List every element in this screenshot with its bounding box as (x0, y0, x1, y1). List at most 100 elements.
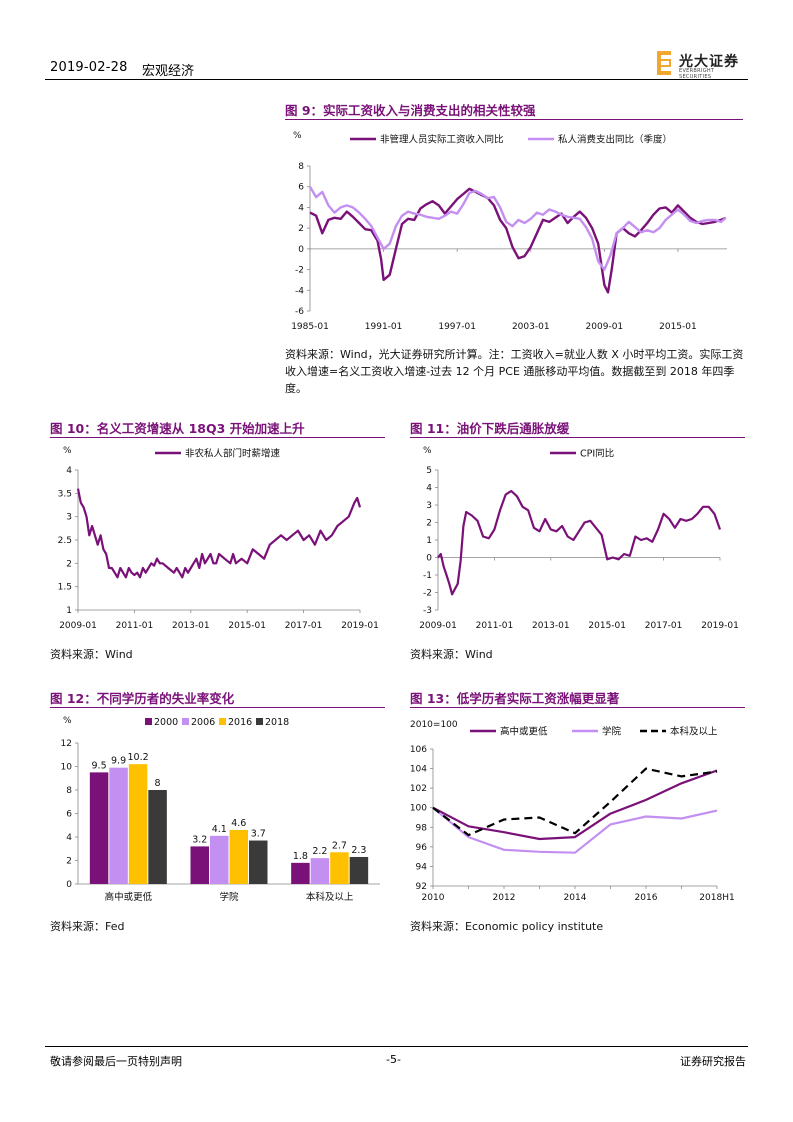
legend-swatch-3 (256, 718, 263, 725)
bar-0-0 (89, 772, 109, 884)
x-tick-label: 2015-01 (228, 621, 266, 631)
x-tick-label: 2015-01 (588, 621, 626, 631)
series-line-2 (432, 767, 718, 837)
y-tick-label: 12 (61, 739, 72, 749)
x-tick-label: 2009-01 (419, 621, 457, 631)
bar-value-label: 3.7 (251, 829, 266, 840)
series-line-0 (432, 769, 718, 841)
report-category: 宏观经济 (142, 64, 195, 79)
y-tick-label: 1.5 (58, 583, 72, 593)
legend-swatch-2 (219, 718, 226, 725)
series-line-0 (309, 187, 727, 294)
y-tick-label: -4 (295, 286, 304, 296)
page-number: -5- (386, 1053, 401, 1066)
company-logo: 光大证券 EVERBRIGHT SECURITIES (655, 50, 747, 80)
y-tick-label: 0 (426, 554, 432, 564)
y-tick-label: 92 (416, 882, 427, 892)
y-tick-label: 8 (298, 162, 304, 172)
series-line-0 (76, 488, 362, 579)
x-tick-label: 1985-01 (291, 322, 329, 332)
y-tick-label: 2 (298, 224, 304, 234)
fig9-title-rule (285, 119, 743, 120)
legend-swatch-0 (145, 718, 152, 725)
series-line-0 (437, 489, 722, 596)
y-tick-label: 98 (416, 823, 428, 833)
legend-label-0: 非农私人部门时薪增速 (185, 448, 281, 460)
legend-label-3: 2018 (265, 717, 289, 728)
x-tick-label: 2016 (635, 893, 658, 903)
fig12-source: 资料来源：Fed (50, 920, 125, 933)
bar-0-3 (148, 790, 167, 884)
bar-value-label: 4.1 (212, 824, 227, 835)
y-axis-unit: % (423, 446, 432, 456)
y-tick-label: 3 (66, 513, 72, 523)
logo-english-name: EVERBRIGHT SECURITIES (679, 68, 715, 80)
y-tick-label: 94 (416, 862, 428, 872)
fig13-chart: 92 94 96 98 100 102 104 106 2010=100 2010 2012 2014… (410, 720, 735, 903)
legend-label-2: 2016 (228, 717, 252, 728)
y-tick-label: 104 (410, 765, 427, 775)
x-category-label: 本科及以上 (306, 891, 354, 903)
x-category-label: 高中或更低 (105, 891, 153, 903)
x-tick-label: 1997-01 (438, 322, 476, 332)
x-tick-label: 2011-01 (476, 621, 514, 631)
footer-report-type: 证券研究报告 (680, 1055, 746, 1068)
bar-2-3 (349, 856, 369, 884)
footer-disclaimer: 敬请参阅最后一页特别声明 (50, 1055, 182, 1068)
y-tick-label: -2 (295, 266, 304, 276)
y-tick-label: 3 (426, 501, 432, 511)
x-tick-label: 2009-01 (59, 621, 97, 631)
y-tick-label: -2 (423, 589, 432, 599)
fig9-note: 资料来源：Wind，光大证券研究所计算。注：工资收入=就业人数 X 小时平均工资… (285, 348, 744, 395)
legend-label-0: 非管理人员实际工资收入同比 (380, 134, 504, 146)
y-axis-unit: 2010=100 (410, 720, 458, 730)
fig10-title: 图 10：名义工资增速从 18Q3 开始加速上升 (50, 421, 305, 436)
y-tick-label: 1 (66, 606, 72, 616)
legend-label-0: 2000 (154, 717, 178, 728)
fig11-title: 图 11：油价下跌后通胀放缓 (410, 421, 570, 436)
legend-label-2: 本科及以上 (670, 726, 718, 738)
bar-1-0 (190, 846, 209, 884)
y-tick-label: 102 (410, 784, 427, 794)
fig12-chart: 0 2 4 6 8 10 12% 9.5 9.9 10.2 8 高中或更低 3.2 4.1 4.6 3.7 学院… (61, 716, 380, 903)
fig11-chart: -3 -2 -1 0 1 2 3 4 5% 2009-01 2011-01 2013-01 2015-0… (419, 446, 739, 631)
y-tick-label: 0 (298, 245, 304, 255)
y-tick-label: 10 (61, 763, 73, 773)
series-line-1 (308, 186, 727, 271)
y-tick-label: -6 (295, 307, 304, 317)
y-tick-label: 2 (426, 519, 432, 529)
y-tick-label: 2.5 (58, 536, 72, 546)
x-category-label: 学院 (219, 891, 239, 903)
legend-label-1: 学院 (602, 726, 622, 738)
y-tick-label: 100 (410, 804, 427, 814)
y-tick-label: 5 (426, 466, 432, 476)
y-axis-unit: % (293, 131, 302, 141)
y-axis-unit: % (63, 446, 72, 456)
x-tick-label: 2018H1 (699, 893, 734, 903)
y-tick-label: 4 (66, 466, 72, 476)
fig11-title-rule (410, 437, 745, 438)
logo-name: 光大证券 (679, 54, 739, 70)
bar-2-0 (291, 862, 310, 884)
x-tick-label: 2017-01 (285, 621, 323, 631)
bar-value-label: 3.2 (192, 834, 207, 845)
x-tick-label: 2010 (422, 893, 445, 903)
x-tick-label: 2013-01 (172, 621, 210, 631)
x-tick-label: 2017-01 (645, 621, 683, 631)
fig13-source: 资料来源：Economic policy institute (410, 920, 604, 933)
y-tick-label: 8 (66, 786, 72, 796)
x-tick-label: 2003-01 (512, 322, 550, 332)
x-tick-label: 1991-01 (365, 322, 403, 332)
bar-value-label: 2.3 (351, 845, 366, 856)
y-tick-label: 4 (426, 484, 432, 494)
bar-value-label: 9.9 (111, 756, 126, 767)
fig13-title-rule (410, 707, 745, 708)
y-tick-label: -3 (423, 606, 432, 616)
fig9-title: 图 9：实际工资收入与消费支出的相关性较强 (285, 103, 536, 118)
bar-value-label: 10.2 (128, 752, 149, 763)
y-tick-label: -1 (423, 571, 432, 581)
legend-label-0: 高中或更低 (500, 726, 548, 738)
fig9-chart: -6 -4 -2 0 2 4 6 8% 1985-01 1991-01 1997-01 2003-01… (291, 131, 727, 332)
report-date: 2019-02-28 (50, 60, 128, 75)
x-tick-label: 2009-01 (586, 322, 624, 332)
